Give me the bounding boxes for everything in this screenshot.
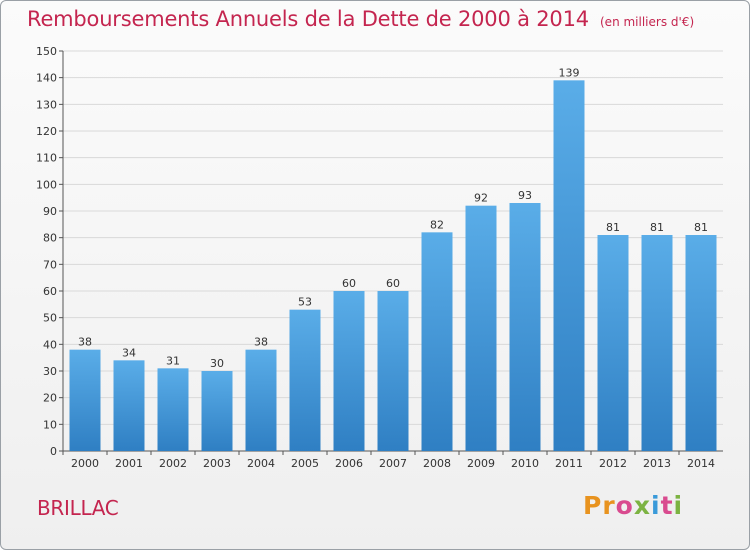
bar xyxy=(333,291,365,451)
x-tick-label: 2007 xyxy=(379,457,407,470)
bar-value-label: 82 xyxy=(430,218,444,231)
y-tick-label: 40 xyxy=(43,338,57,351)
bar-value-label: 81 xyxy=(606,221,620,234)
bar-value-label: 31 xyxy=(166,354,180,367)
bar-value-label: 92 xyxy=(474,192,488,205)
bar-value-label: 93 xyxy=(518,189,532,202)
x-tick-label: 2010 xyxy=(511,457,539,470)
bar xyxy=(157,368,189,451)
bar xyxy=(685,235,717,451)
x-tick-label: 2006 xyxy=(335,457,363,470)
y-tick-label: 30 xyxy=(43,365,57,378)
x-tick-label: 2011 xyxy=(555,457,583,470)
bar xyxy=(201,371,233,451)
logo-letter: t xyxy=(660,491,674,520)
bar xyxy=(289,309,321,451)
x-tick-label: 2009 xyxy=(467,457,495,470)
y-tick-label: 110 xyxy=(36,152,57,165)
y-tick-label: 60 xyxy=(43,285,57,298)
x-tick-label: 2000 xyxy=(71,457,99,470)
x-tick-label: 2001 xyxy=(115,457,143,470)
x-tick-label: 2012 xyxy=(599,457,627,470)
bar xyxy=(421,232,453,451)
x-tick-label: 2004 xyxy=(247,457,275,470)
bar-value-label: 38 xyxy=(254,336,268,349)
chart-title: Remboursements Annuels de la Dette de 20… xyxy=(27,7,694,31)
chart-title-text: Remboursements Annuels de la Dette de 20… xyxy=(27,7,589,31)
logo-letter: x xyxy=(633,491,651,520)
y-tick-label: 70 xyxy=(43,258,57,271)
bar-value-label: 53 xyxy=(298,296,312,309)
logo-letter: P xyxy=(583,491,603,520)
x-tick-label: 2003 xyxy=(203,457,231,470)
bars xyxy=(69,80,717,451)
y-tick-label: 20 xyxy=(43,392,57,405)
y-tick-label: 140 xyxy=(36,72,57,85)
axes: 0 10 20 30 40 50 60 70 80 90 100 110 120 130 140 150 xyxy=(36,45,723,458)
bar-value-label: 139 xyxy=(559,66,580,79)
bar-value-label: 60 xyxy=(386,277,400,290)
bar xyxy=(553,80,585,451)
bar xyxy=(509,203,541,451)
proxiti-logo[interactable]: Proxiti xyxy=(583,491,683,520)
commune-name: BRILLAC xyxy=(37,496,119,520)
x-tick-label: 2013 xyxy=(643,457,671,470)
bar-value-label: 60 xyxy=(342,277,356,290)
y-tick-label: 90 xyxy=(43,205,57,218)
logo-letter: r xyxy=(602,491,616,520)
y-tick-label: 130 xyxy=(36,98,57,111)
y-tick-label: 120 xyxy=(36,125,57,138)
x-tick-label: 2008 xyxy=(423,457,451,470)
y-tick-label: 100 xyxy=(36,178,57,191)
logo-letter: i xyxy=(651,491,661,520)
logo-letter: i xyxy=(673,491,684,520)
y-tick-label: 150 xyxy=(36,45,57,58)
x-tick-label: 2005 xyxy=(291,457,319,470)
bar xyxy=(597,235,629,451)
bar xyxy=(113,360,145,451)
bar xyxy=(377,291,409,451)
bar-value-label: 81 xyxy=(650,221,664,234)
chart-unit: (en milliers d'€) xyxy=(600,15,695,29)
bar-value-label: 38 xyxy=(78,336,92,349)
bar-value-label: 30 xyxy=(210,357,224,370)
y-tick-label: 10 xyxy=(43,418,57,431)
y-tick-label: 50 xyxy=(43,312,57,325)
x-tick-label: 2002 xyxy=(159,457,187,470)
labels: 38 2000 34 2001 31 2002 30 2003 38 2004 53 2005 60 20… xyxy=(71,66,715,470)
y-tick-label: 80 xyxy=(43,232,57,245)
bar-value-label: 34 xyxy=(122,346,136,359)
x-tick-label: 2014 xyxy=(687,457,715,470)
bar xyxy=(245,349,277,451)
y-tick-label: 0 xyxy=(50,445,57,458)
bar xyxy=(641,235,673,451)
bar xyxy=(465,205,497,451)
bar xyxy=(69,349,101,451)
bar-value-label: 81 xyxy=(694,221,708,234)
logo-letter: o xyxy=(615,491,634,520)
